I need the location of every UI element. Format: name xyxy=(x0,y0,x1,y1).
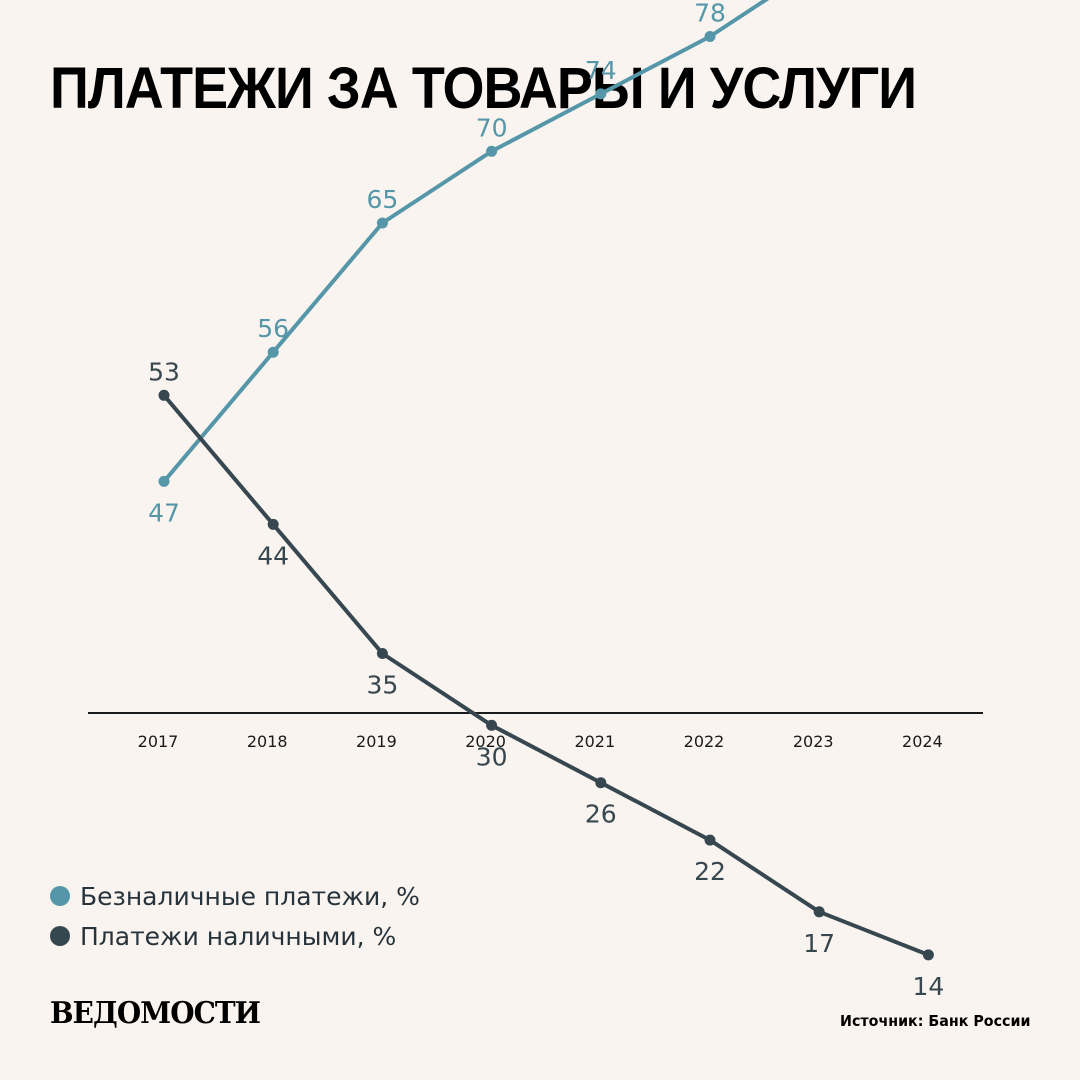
x-tick-label-2023: 2023 xyxy=(793,732,834,751)
data-point-cashless-2018 xyxy=(267,346,279,358)
data-point-cashless-2017 xyxy=(158,475,170,487)
legend: Безналичные платежи, % Платежи наличными… xyxy=(50,876,420,956)
series-line-cash xyxy=(162,393,931,957)
data-label-cash-2023: 17 xyxy=(803,929,835,958)
x-tick-label-2021: 2021 xyxy=(574,732,615,751)
data-label-cash-2018: 44 xyxy=(257,541,289,570)
data-point-cashless-2021 xyxy=(595,88,607,100)
data-point-cashless-2019 xyxy=(376,217,388,229)
x-axis-ticks: 2017 2018 2019 2020 2021 2022 2023 2024 xyxy=(138,732,943,751)
data-label-cashless-2022: 78 xyxy=(694,0,726,28)
data-point-cashless-2020 xyxy=(486,145,498,157)
data-point-cash-2021 xyxy=(595,777,607,789)
chart-title: ПЛАТЕЖИ ЗА ТОВАРЫ И УСЛУГИ xyxy=(50,56,917,121)
source-note: Источник: Банк России xyxy=(839,1012,1030,1030)
data-point-cash-2018 xyxy=(267,518,279,530)
data-point-cash-2024 xyxy=(922,949,934,961)
data-label-cash-2017: 53 xyxy=(148,357,180,386)
series-layer: 47566570747883865344353026221714 xyxy=(148,0,944,1001)
series-line-cashless xyxy=(162,0,770,484)
data-label-cashless-2018: 56 xyxy=(257,314,289,343)
x-tick-label-2018: 2018 xyxy=(247,732,288,751)
data-point-cash-2019 xyxy=(376,648,388,659)
data-label-cash-2021: 26 xyxy=(585,800,617,829)
data-label-cashless-2019: 65 xyxy=(366,185,398,214)
legend-label-cash: Платежи наличными, % xyxy=(80,921,397,951)
legend-marker-cashless xyxy=(50,886,70,906)
legend-item-cashless: Безналичные платежи, % xyxy=(50,876,420,916)
data-point-cashless-2022 xyxy=(704,31,716,42)
data-point-cash-2023 xyxy=(813,906,825,918)
data-label-cashless-2017: 47 xyxy=(148,498,180,527)
x-tick-label-2022: 2022 xyxy=(684,732,725,751)
x-tick-label-2024: 2024 xyxy=(902,732,943,751)
data-label-cash-2020: 30 xyxy=(476,742,508,771)
data-point-cash-2022 xyxy=(704,834,716,846)
data-point-cash-2017 xyxy=(158,389,170,401)
data-label-cash-2022: 22 xyxy=(694,857,726,886)
data-label-cashless-2020: 70 xyxy=(476,113,508,142)
data-label-cash-2024: 14 xyxy=(912,972,944,1001)
series-cash: 53 44 35 30 26 22 17 14 xyxy=(148,357,944,1001)
vedomosti-logo: ВЕДОМОСТИ xyxy=(50,996,261,1031)
x-tick-label-2017: 2017 xyxy=(138,732,179,751)
data-label-cash-2019: 35 xyxy=(366,671,398,700)
data-point-cash-2020 xyxy=(486,719,498,731)
x-tick-label-2020: 2020 xyxy=(465,732,506,751)
legend-item-cash: Платежи наличными, % xyxy=(50,916,420,956)
series-cashless: 4756657074788386 xyxy=(148,0,770,527)
legend-label-cashless: Безналичные платежи, % xyxy=(80,881,420,911)
x-tick-label-2019: 2019 xyxy=(356,732,397,751)
data-label-cashless-2021: 74 xyxy=(585,56,617,85)
legend-marker-cash xyxy=(50,926,70,946)
